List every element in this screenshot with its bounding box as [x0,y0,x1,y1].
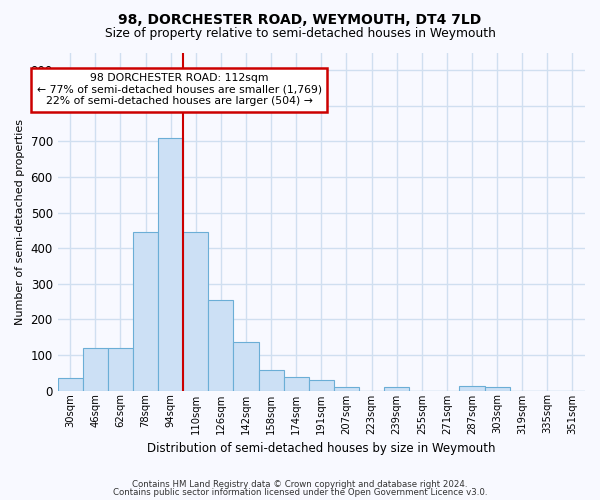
Bar [158,138,183,390]
Bar [183,232,208,390]
Bar [83,348,108,391]
Bar [460,386,485,390]
Text: Contains HM Land Registry data © Crown copyright and database right 2024.: Contains HM Land Registry data © Crown c… [132,480,468,489]
Text: Size of property relative to semi-detached houses in Weymouth: Size of property relative to semi-detach… [104,28,496,40]
Bar [309,380,334,390]
Bar [208,300,233,390]
Bar [108,348,133,391]
Bar [485,387,509,390]
Bar [284,377,309,390]
Bar [133,232,158,390]
X-axis label: Distribution of semi-detached houses by size in Weymouth: Distribution of semi-detached houses by … [147,442,496,455]
Y-axis label: Number of semi-detached properties: Number of semi-detached properties [15,118,25,324]
Bar [334,387,359,390]
Text: 98, DORCHESTER ROAD, WEYMOUTH, DT4 7LD: 98, DORCHESTER ROAD, WEYMOUTH, DT4 7LD [118,12,482,26]
Text: 98 DORCHESTER ROAD: 112sqm
← 77% of semi-detached houses are smaller (1,769)
22%: 98 DORCHESTER ROAD: 112sqm ← 77% of semi… [37,74,322,106]
Bar [58,378,83,390]
Bar [259,370,284,390]
Bar [233,342,259,390]
Text: Contains public sector information licensed under the Open Government Licence v3: Contains public sector information licen… [113,488,487,497]
Bar [384,387,409,390]
